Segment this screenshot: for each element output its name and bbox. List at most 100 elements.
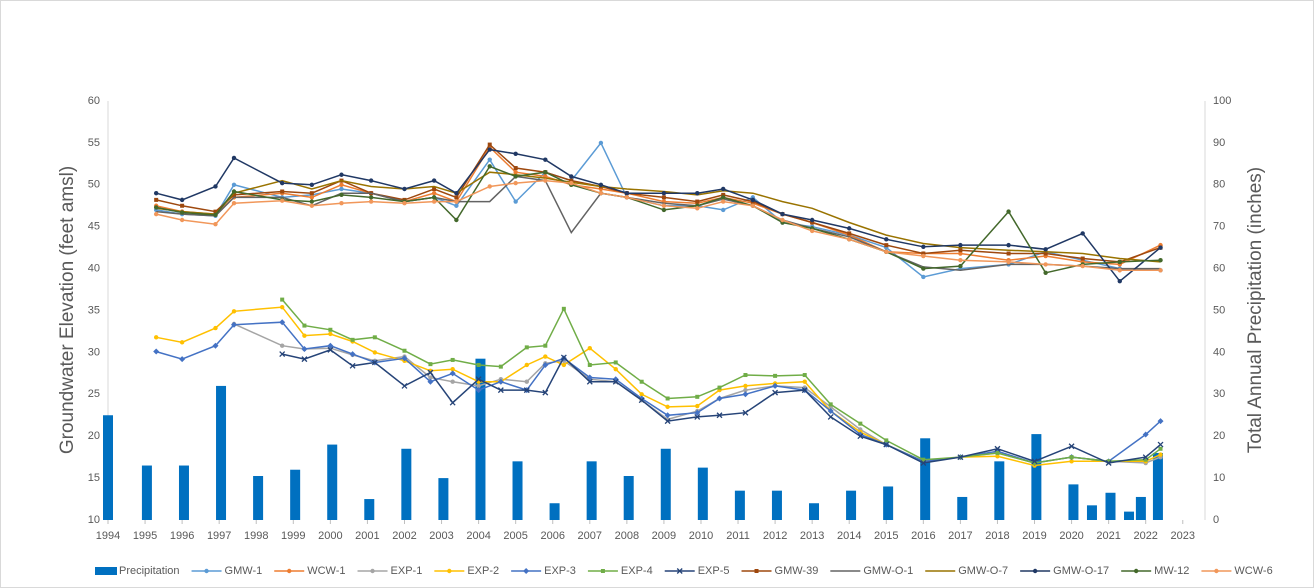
bar [660, 448, 671, 520]
marker [487, 184, 492, 189]
bar [364, 499, 375, 520]
marker [750, 203, 756, 208]
marker [179, 340, 185, 345]
marker [884, 438, 889, 443]
bar [883, 486, 894, 520]
y-tick-label: 20 [88, 430, 100, 442]
legend-marker [204, 568, 209, 574]
y-tick-label: 15 [88, 472, 100, 484]
marker [1006, 259, 1011, 265]
marker [497, 378, 504, 385]
bar [512, 461, 523, 520]
marker [339, 186, 344, 192]
marker [454, 217, 459, 223]
legend-label: WCW-1 [307, 565, 345, 577]
bar [475, 358, 486, 520]
bar [1135, 496, 1146, 520]
bar [178, 465, 189, 520]
y2-tick-label: 50 [1213, 304, 1225, 316]
marker [716, 412, 723, 419]
marker [279, 351, 286, 358]
marker [569, 180, 574, 186]
bar [623, 476, 634, 520]
marker [921, 457, 926, 462]
marker [231, 155, 237, 161]
legend-label: GMW-O-17 [1053, 565, 1109, 577]
marker [828, 402, 833, 407]
marker [921, 251, 926, 256]
marker [231, 189, 237, 194]
marker [450, 379, 455, 384]
marker [958, 258, 963, 263]
marker [847, 237, 852, 242]
marker [1117, 278, 1122, 284]
legend-marker [1032, 568, 1038, 574]
marker [401, 382, 408, 389]
legend-label: GMW-O-7 [958, 565, 1008, 577]
y-tick-label: 50 [88, 179, 100, 191]
marker [884, 243, 889, 248]
marker [368, 199, 374, 204]
marker [179, 197, 185, 203]
bar [846, 490, 857, 520]
x-tick-label: 2003 [429, 530, 453, 542]
marker [1043, 270, 1048, 275]
bar [809, 503, 820, 520]
marker [742, 409, 749, 416]
marker [542, 389, 549, 396]
y2-axis-title: Total Annual Precipitation (inches) [1245, 167, 1266, 453]
y-tick-label: 40 [88, 263, 100, 275]
legend-label: EXP-4 [621, 565, 653, 577]
marker [153, 211, 159, 217]
marker [1043, 247, 1048, 252]
marker [721, 207, 726, 213]
marker [279, 180, 285, 186]
x-tick-label: 2018 [985, 530, 1009, 542]
marker [695, 403, 700, 409]
marker [401, 355, 408, 362]
marker [513, 174, 518, 179]
marker [349, 351, 356, 358]
legend-swatch [95, 567, 117, 575]
x-tick-label: 2009 [652, 530, 676, 542]
marker [454, 199, 459, 204]
legend-label: EXP-5 [698, 565, 730, 577]
marker [743, 373, 748, 378]
marker [475, 387, 482, 394]
x-tick-label: 1999 [281, 530, 305, 542]
marker [213, 221, 218, 227]
bar [586, 461, 597, 520]
y2-tick-label: 10 [1213, 472, 1225, 484]
marker [664, 418, 671, 425]
marker [569, 178, 574, 183]
marker [995, 454, 1000, 459]
marker [279, 343, 285, 348]
y-tick-label: 45 [88, 221, 100, 233]
marker [543, 343, 548, 348]
marker [1006, 242, 1011, 248]
marker [309, 195, 315, 200]
marker [454, 203, 459, 208]
y-tick-label: 30 [88, 346, 100, 358]
marker [994, 445, 1001, 452]
marker [1032, 461, 1037, 466]
legend-label: WCW-6 [1234, 565, 1272, 577]
marker [827, 413, 834, 420]
marker [561, 306, 566, 311]
bar [697, 467, 708, 520]
x-tick-label: 2001 [355, 530, 379, 542]
marker [432, 186, 437, 191]
marker [995, 450, 1000, 455]
marker [279, 319, 286, 326]
marker [212, 342, 219, 349]
marker [497, 387, 504, 394]
marker [402, 201, 407, 206]
x-tick-label: 2019 [1022, 530, 1046, 542]
marker [179, 210, 185, 215]
marker [431, 199, 437, 204]
marker [487, 147, 492, 152]
marker [301, 356, 308, 363]
marker [513, 151, 518, 156]
legend-label: GMW-1 [225, 565, 263, 577]
bar [771, 490, 782, 520]
